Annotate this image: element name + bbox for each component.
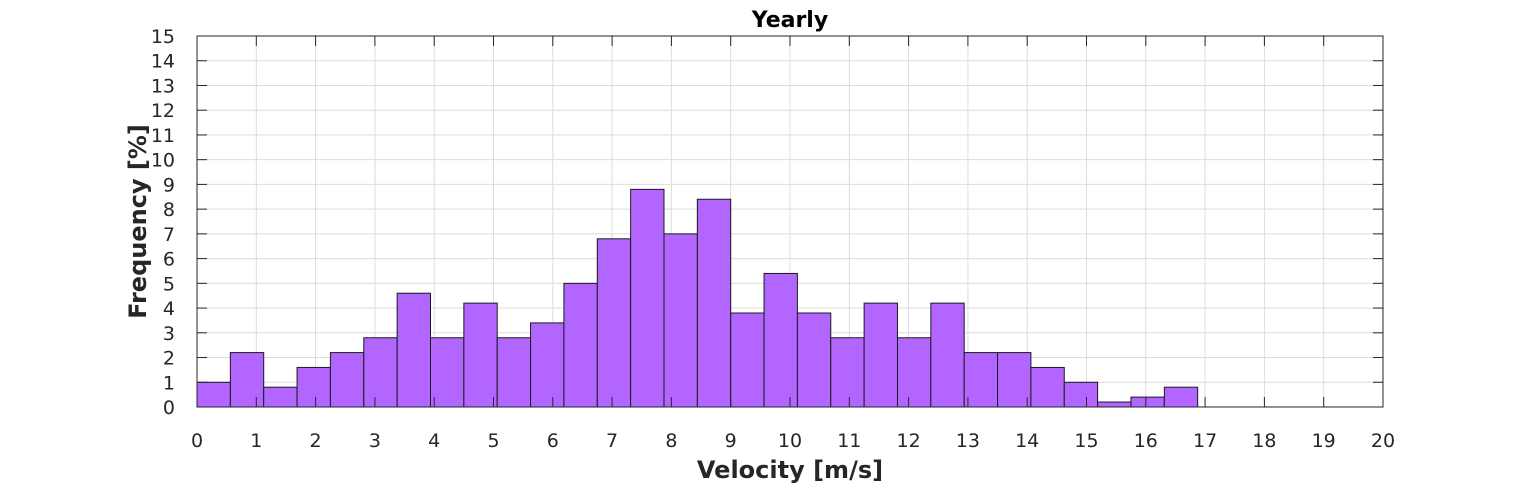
histogram-bar xyxy=(997,352,1032,408)
histogram-bar xyxy=(663,233,698,408)
histogram-bar xyxy=(896,337,932,408)
histogram-bar xyxy=(463,302,498,408)
histogram-bar xyxy=(229,352,265,408)
histogram-bar xyxy=(1063,381,1099,408)
histogram-bar xyxy=(796,312,832,408)
y-tick-label: 3 xyxy=(163,323,175,345)
x-tick-labels: 0 1 2 3 4 5 6 7 8 9 10 11 12 13 14 15 16 17 18 19 20 xyxy=(191,430,1395,452)
histogram-bar xyxy=(1030,366,1065,408)
histogram-bar xyxy=(496,337,532,408)
x-tick-label: 12 xyxy=(897,430,921,452)
histogram-bar xyxy=(563,282,598,408)
histogram-bar xyxy=(730,312,765,408)
histogram-bar xyxy=(1163,386,1199,408)
y-tick-label: 0 xyxy=(163,397,175,419)
histogram-bar xyxy=(763,272,798,408)
x-tick-label: 14 xyxy=(1015,430,1039,452)
histogram-bar xyxy=(596,238,632,408)
y-tick-label: 13 xyxy=(151,75,175,97)
bars xyxy=(196,188,1199,408)
x-tick-label: 3 xyxy=(369,430,381,452)
y-tick-label: 4 xyxy=(163,298,175,320)
x-tick-label: 5 xyxy=(487,430,499,452)
x-tick-label: 2 xyxy=(310,430,322,452)
x-tick-label: 20 xyxy=(1371,430,1395,452)
x-tick-label: 0 xyxy=(191,430,203,452)
histogram-bar xyxy=(630,188,665,408)
histogram-bar xyxy=(696,198,732,408)
histogram-bar xyxy=(963,352,999,408)
y-tick-label: 11 xyxy=(151,125,175,147)
x-tick-label: 9 xyxy=(725,430,737,452)
y-tick-label: 5 xyxy=(163,273,175,295)
x-tick-label: 13 xyxy=(956,430,980,452)
y-tick-label: 10 xyxy=(151,150,175,172)
y-tick-label: 2 xyxy=(163,348,175,370)
x-axis-title: Velocity [m/s] xyxy=(697,456,883,484)
x-tick-label: 15 xyxy=(1074,430,1098,452)
y-tick-label: 1 xyxy=(163,372,175,394)
histogram-bar xyxy=(196,381,231,408)
y-axis-title: Frequency [%] xyxy=(124,124,152,319)
x-tick-label: 11 xyxy=(837,430,861,452)
histogram-bar xyxy=(1130,396,1165,408)
y-tick-label: 7 xyxy=(163,224,175,246)
x-tick-label: 16 xyxy=(1134,430,1158,452)
x-tick-label: 17 xyxy=(1193,430,1217,452)
histogram-bar xyxy=(863,302,898,408)
histogram-bar xyxy=(363,337,398,408)
x-tick-label: 10 xyxy=(778,430,802,452)
x-tick-label: 8 xyxy=(665,430,677,452)
histogram-bar xyxy=(396,292,431,408)
y-tick-label: 9 xyxy=(163,174,175,196)
x-tick-label: 7 xyxy=(606,430,618,452)
histogram-bar xyxy=(263,386,298,408)
x-tick-label: 19 xyxy=(1312,430,1336,452)
histogram-bar xyxy=(530,322,565,408)
x-tick-label: 1 xyxy=(250,430,262,452)
tick-marks xyxy=(196,35,1384,408)
histogram-bar xyxy=(429,337,465,408)
x-tick-label: 4 xyxy=(428,430,440,452)
y-tick-label: 14 xyxy=(151,51,175,73)
y-tick-label: 12 xyxy=(151,100,175,122)
histogram-bar xyxy=(329,352,365,408)
y-tick-label: 8 xyxy=(163,199,175,221)
histogram-bar xyxy=(830,337,865,408)
y-tick-label: 6 xyxy=(163,249,175,271)
histogram-bar xyxy=(1097,401,1132,408)
histogram-bar xyxy=(930,302,965,408)
histogram-bar xyxy=(296,366,331,408)
x-tick-label: 6 xyxy=(547,430,559,452)
y-tick-label: 15 xyxy=(151,26,175,48)
chart-title: Yearly xyxy=(751,8,828,33)
x-tick-label: 18 xyxy=(1252,430,1276,452)
